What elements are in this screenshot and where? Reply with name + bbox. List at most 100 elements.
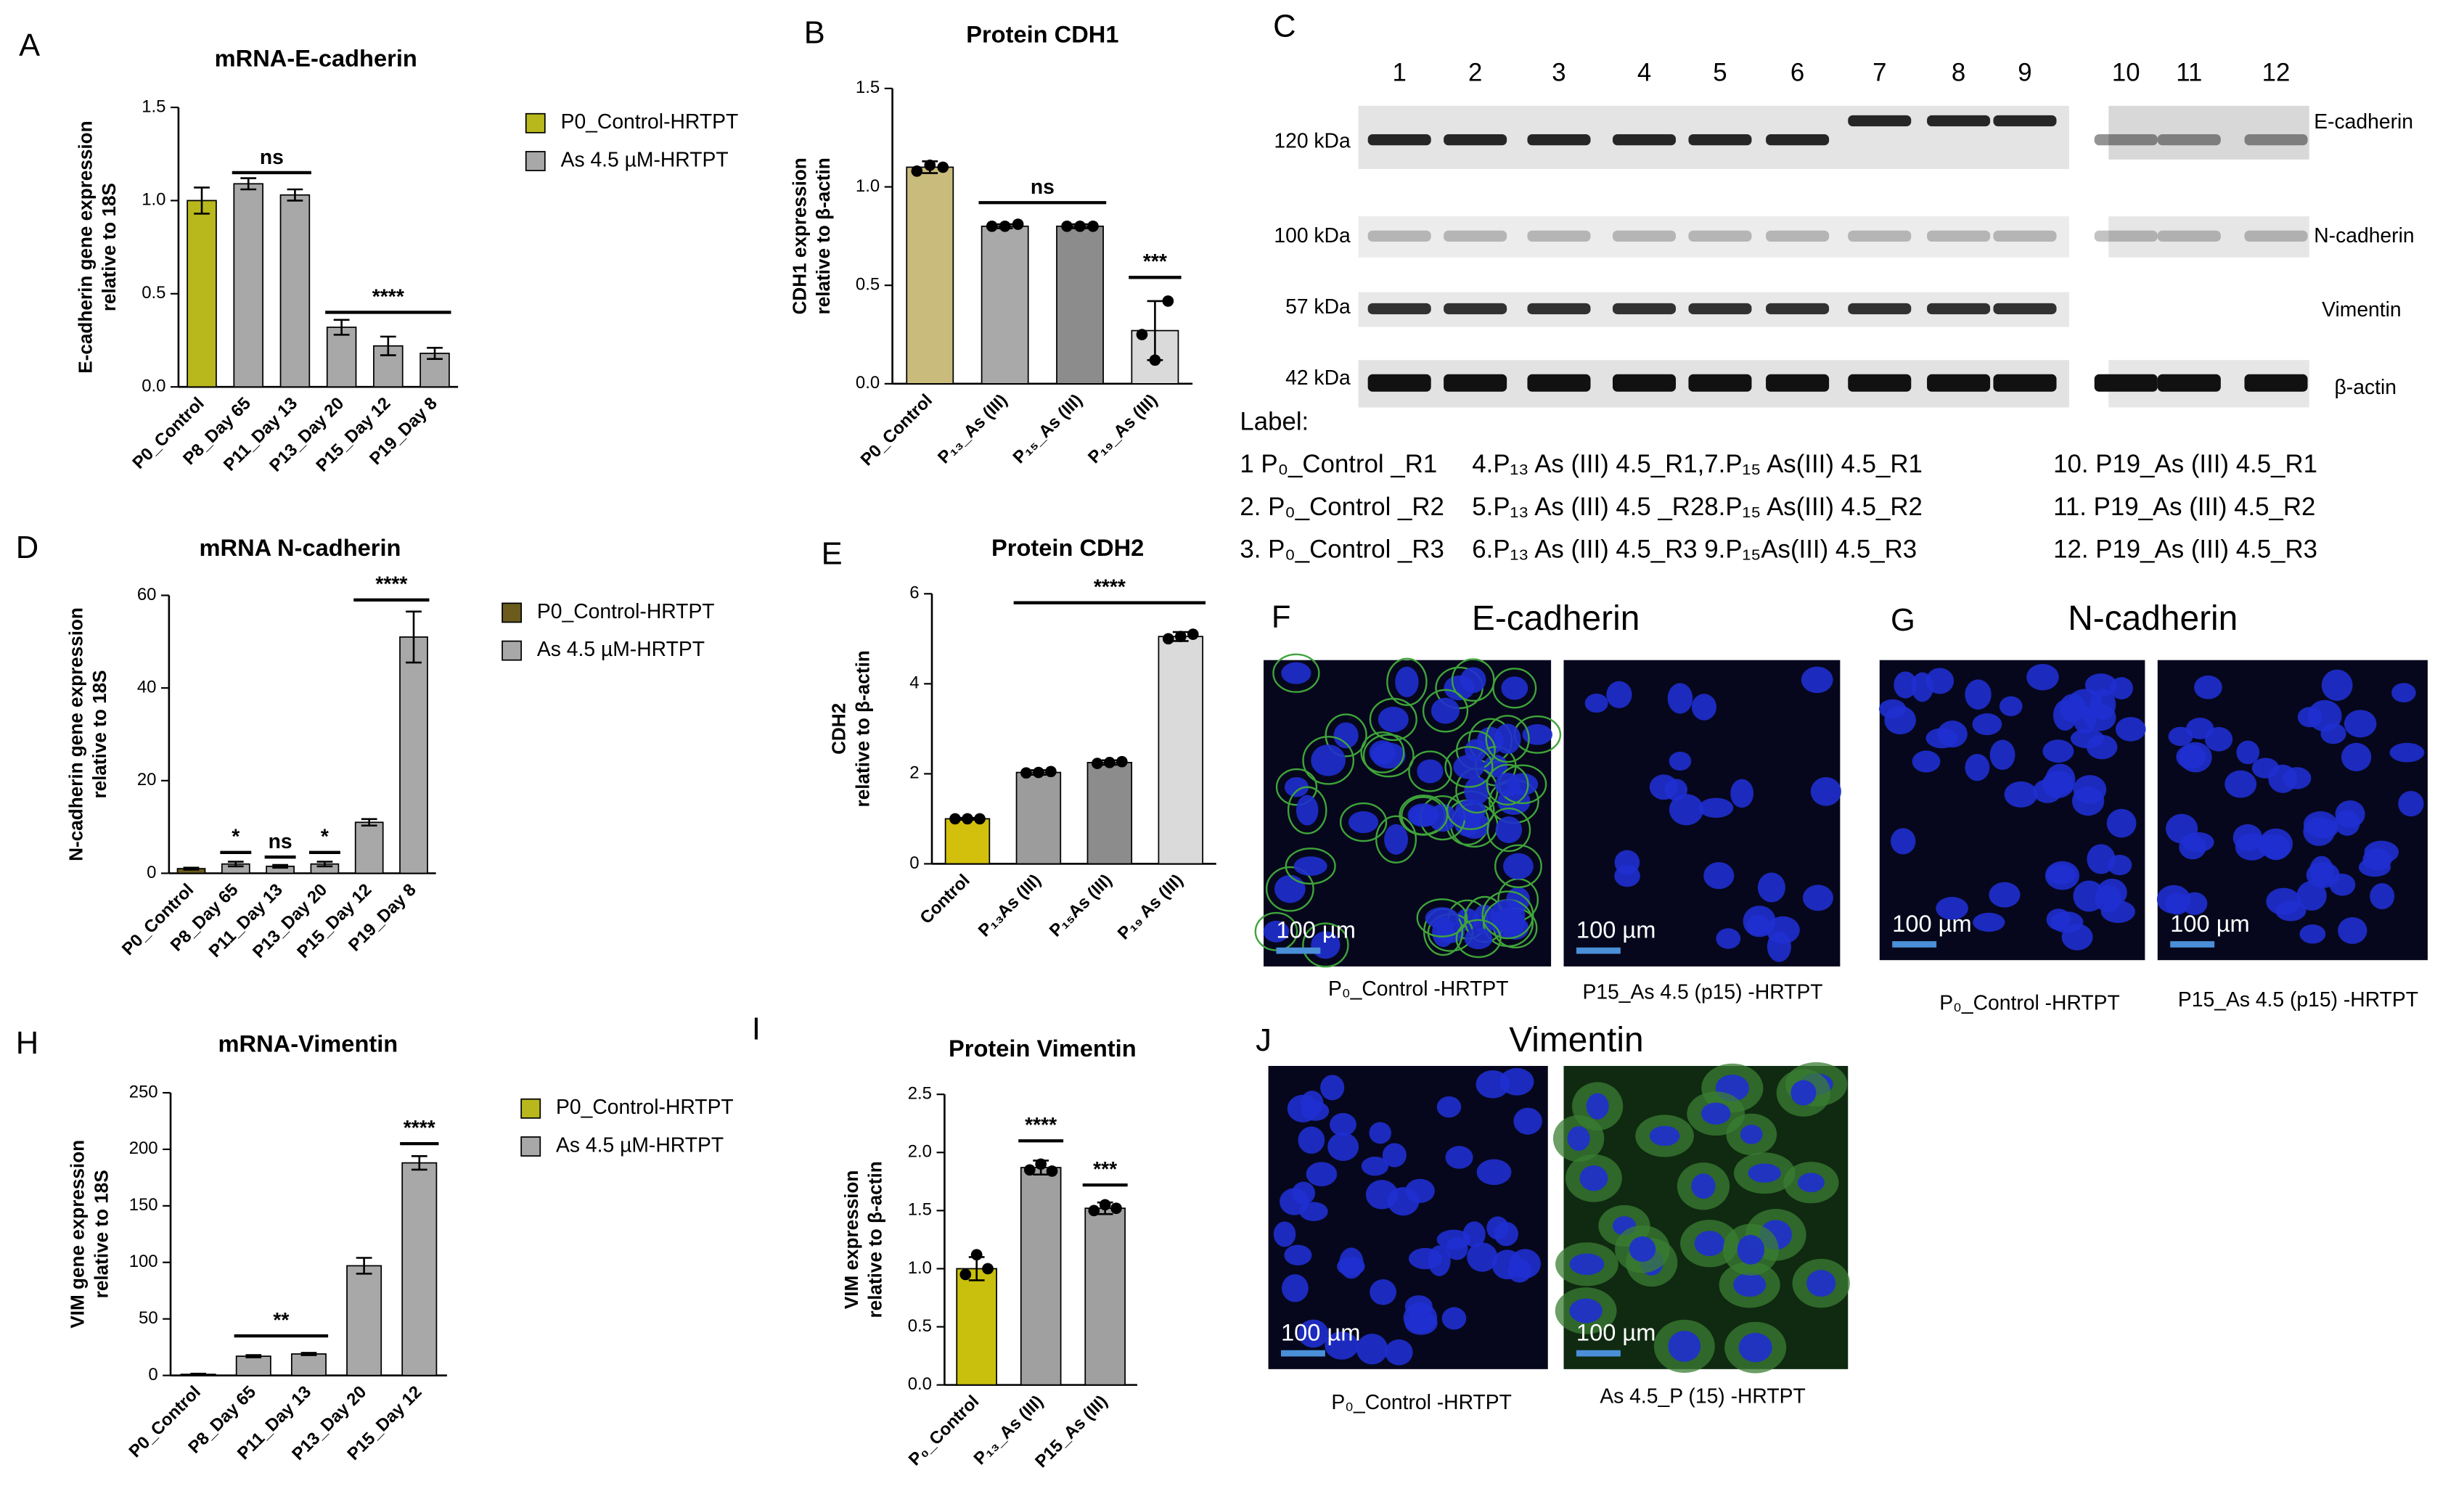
micrograph: 100 µm [1268,1066,1548,1369]
bar [187,200,217,388]
blot-band [1993,374,2057,392]
y-axis-label: relative to β-actin [864,1161,886,1318]
bar [944,818,991,865]
nucleus [1298,1126,1325,1154]
micrograph: 100 µm [1254,653,1562,968]
cell-membrane [1285,848,1336,885]
nucleus [1703,862,1735,890]
nucleus [1339,1247,1364,1279]
blot-band [1367,134,1431,146]
bar [233,183,263,388]
blot-band [1766,374,1830,392]
y-axis-label: relative to 18S [98,183,120,311]
cell-membrane [1375,815,1417,863]
cell-membrane [1486,763,1529,806]
cell-membrane [1272,653,1320,693]
nucleus [1333,722,1359,749]
blot-band [1688,134,1752,146]
error-bar [194,186,210,215]
significance-label: *** [1093,1157,1117,1181]
y-axis-label: relative to β-actin [812,157,834,314]
bar [1086,762,1133,865]
nucleus [2204,726,2233,752]
nucleus [1790,1080,1817,1106]
image-title: N-cadherin [2068,599,2238,638]
blot-band [1444,374,1507,392]
y-axis-label: relative to β-actin [851,650,873,807]
nucleus [1281,1274,1309,1302]
nucleus [2052,699,2077,731]
nucleus [1464,927,1493,950]
data-point [982,1263,994,1275]
blot-band [1367,303,1431,315]
nucleus [1499,1067,1534,1096]
nucleus [1486,1216,1509,1240]
blot-band [1688,303,1752,315]
cell-membrane [1339,802,1388,842]
lane-legend: 11. P19_As (III) 4.5_R2 [2053,493,2315,521]
nucleus [1430,697,1460,724]
blot-band [2244,134,2308,146]
nucleus [1757,872,1785,903]
nucleus [2344,710,2377,738]
nucleus [1584,693,1608,713]
nucleus [2033,779,2063,803]
nucleus [1453,755,1485,779]
blot-band [1444,230,1507,242]
panel-label: I [752,1012,761,1047]
chart-title: mRNA-E-cadherin [215,44,417,71]
nucleus [2370,883,2395,910]
nucleus [1937,721,1968,748]
data-point [1046,1165,1058,1177]
nucleus [1425,907,1460,929]
error-bar [272,863,288,869]
blot-band [1367,374,1431,392]
significance-label: ns [1031,175,1055,198]
bar [981,225,1029,385]
lane-number: 9 [2018,59,2031,87]
y-tick-label: 4 [909,673,919,693]
y-tick-label: 1.5 [142,97,165,116]
data-point [911,165,923,177]
nucleus [1382,1143,1407,1168]
significance-label: * [321,825,329,848]
blot-band [1527,134,1591,146]
y-tick-label: 0.5 [142,283,165,303]
significance-label: *** [1143,250,1167,273]
nucleus [1441,1307,1467,1330]
blot-band [1612,230,1677,242]
blot-band [1993,115,2057,127]
nucleus [1403,1302,1438,1334]
nucleus [1965,753,1990,781]
nucleus [1668,1330,1701,1362]
error-bar [427,346,443,360]
nucleus [1503,853,1534,879]
blot-band [1927,230,1991,242]
nucleus [2100,900,2135,923]
bar [1084,1207,1126,1386]
error-bar [333,319,350,336]
blot [1358,105,2309,408]
nucleus [1606,681,1632,709]
nucleus [2389,742,2425,763]
nucleus [1369,1122,1392,1144]
blot-band [1766,230,1830,242]
blot-band [1848,374,1912,392]
panel-label: E [822,537,843,572]
nucleus [1509,1249,1542,1279]
blot-band [1927,115,1991,127]
lane-number: 6 [1790,59,1804,87]
nucleus [2084,673,2117,697]
data-point [1162,295,1174,307]
image-caption: P15_As 4.5 (p15) -HRTPT [1582,980,1822,1003]
legend-label: P0_Control-HRTPT [537,599,715,623]
nucleus [2026,663,2059,691]
nucleus [2257,834,2281,857]
nucleus [1378,706,1409,733]
nucleus [1806,1270,1836,1297]
chart-title: Protein CDH2 [991,534,1144,561]
y-tick-label: 0 [147,863,156,882]
bar [346,1265,382,1376]
nucleus [2310,818,2338,839]
legend-swatch [502,640,523,661]
